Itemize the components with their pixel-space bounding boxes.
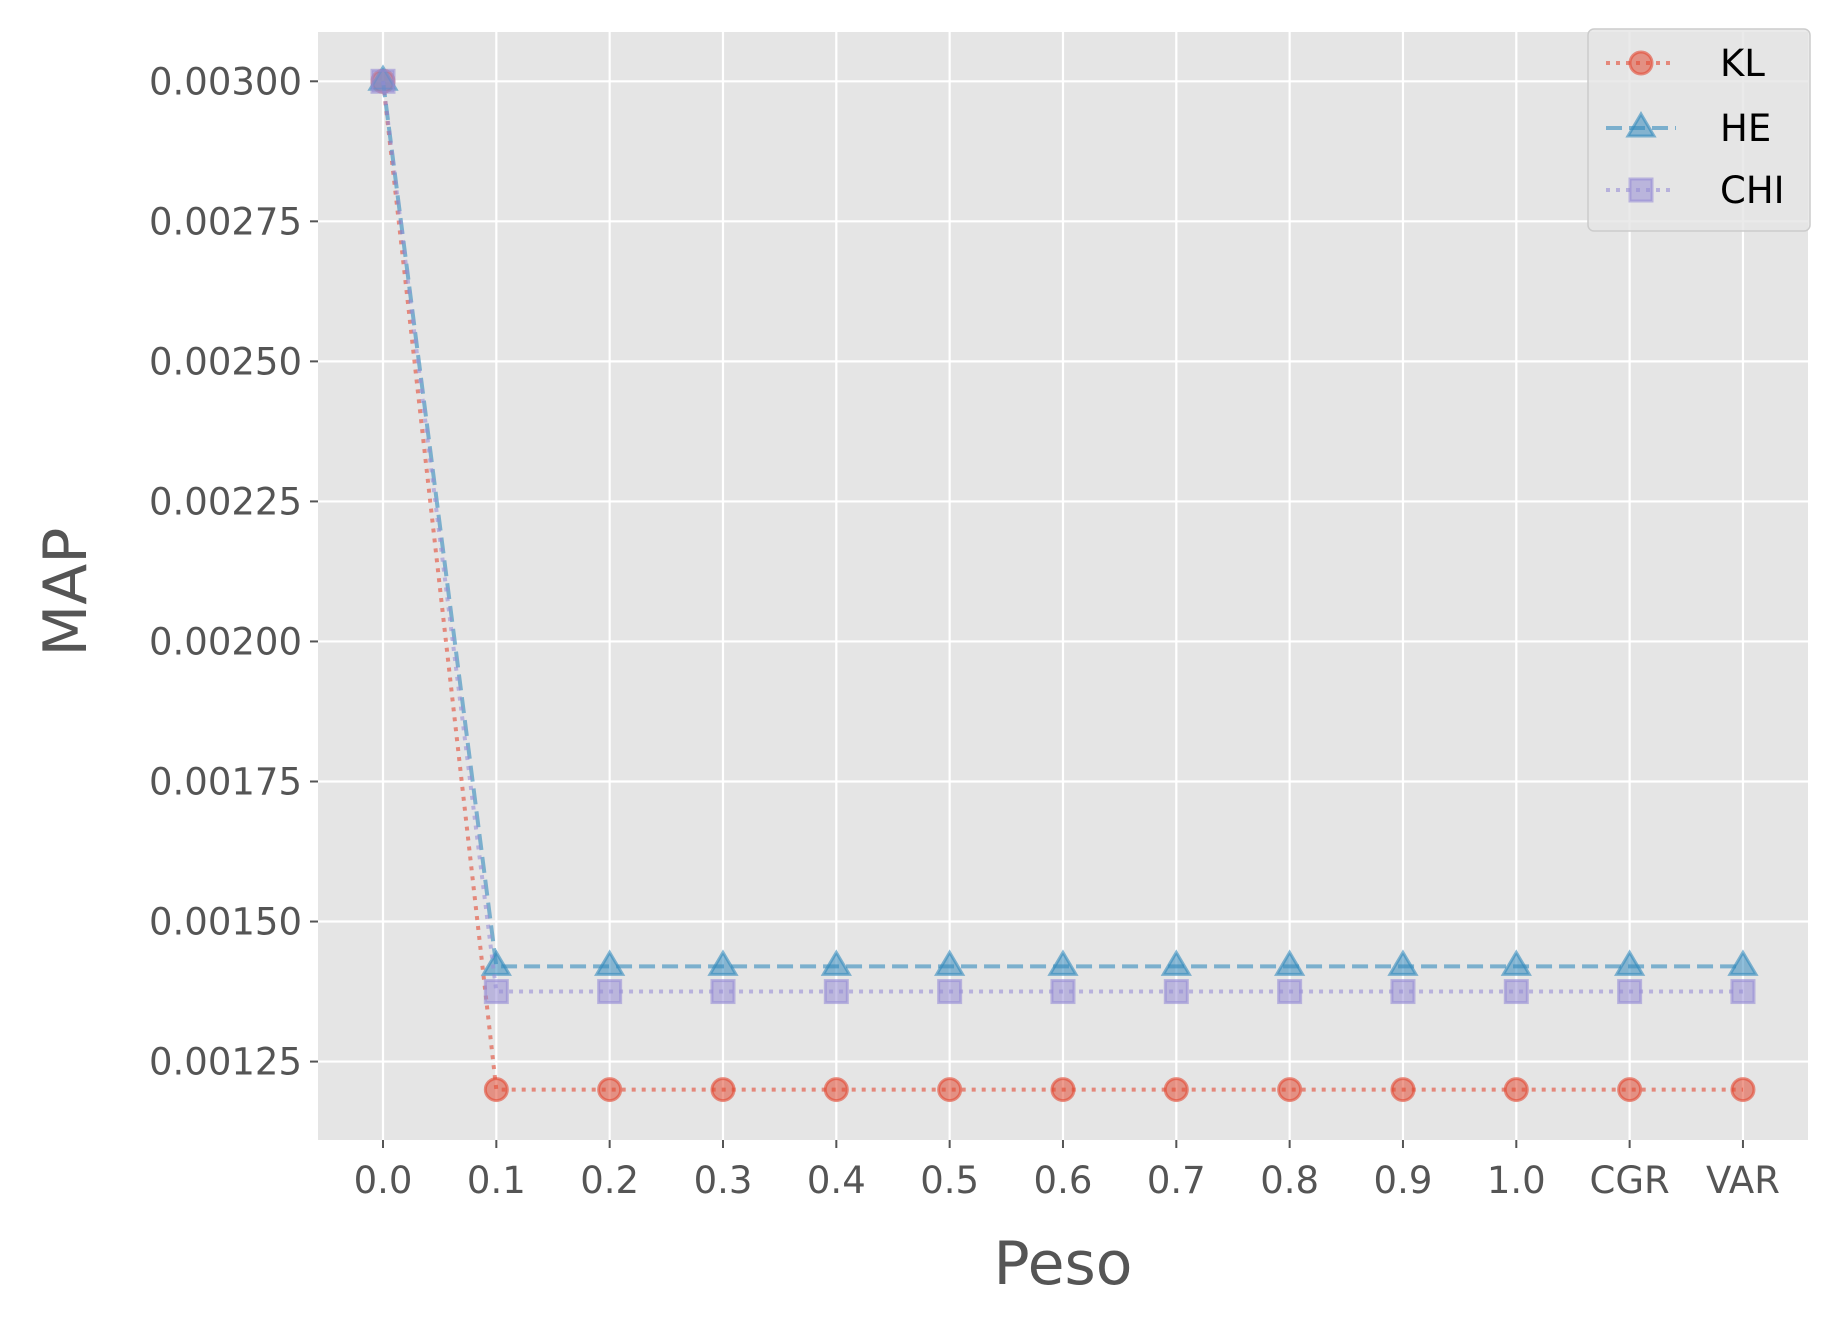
data-point-chi <box>1617 979 1643 1005</box>
data-point-he <box>1387 949 1419 976</box>
x-tick-label: 0.6 <box>1034 1159 1093 1202</box>
y-tick-label: 0.00150 <box>149 901 302 944</box>
series-group <box>367 64 1759 1103</box>
data-point-chi <box>1503 979 1529 1005</box>
data-point-kl <box>1163 1077 1189 1103</box>
data-point-chi <box>1163 979 1189 1005</box>
x-tick-label: 0.3 <box>694 1159 753 1202</box>
data-point-kl <box>1277 1077 1303 1103</box>
legend-entry-chi: CHI <box>1606 169 1785 212</box>
x-tick-label: 0.7 <box>1147 1159 1206 1202</box>
x-tick-label: 0.9 <box>1374 1159 1433 1202</box>
data-point-he <box>934 949 966 976</box>
data-point-kl <box>1390 1077 1416 1103</box>
data-point-chi <box>823 979 849 1005</box>
data-point-chi <box>370 68 396 94</box>
data-point-kl <box>710 1077 736 1103</box>
data-point-he <box>1500 949 1532 976</box>
x-axis: 0.0 0.1 0.2 0.3 0.4 0.5 0.6 0.7 0.8 0.9 1.0 CGR VAR <box>354 1140 1780 1202</box>
series-chi <box>370 68 1756 1005</box>
data-point-kl <box>483 1077 509 1103</box>
x-tick-label: CGR <box>1590 1159 1670 1202</box>
data-point-kl <box>937 1077 963 1103</box>
data-point-kl <box>1503 1077 1529 1103</box>
series-he <box>367 64 1759 976</box>
y-axis-title: MAP <box>31 528 101 657</box>
legend-marker-he <box>1625 111 1657 138</box>
legend-label-kl: KL <box>1720 42 1765 85</box>
data-point-he <box>707 949 739 976</box>
data-point-kl <box>1730 1077 1756 1103</box>
data-point-kl <box>1050 1077 1076 1103</box>
data-point-he <box>594 949 626 976</box>
x-tick-label: 1.0 <box>1487 1159 1546 1202</box>
y-tick-label: 0.00200 <box>149 620 302 663</box>
y-tick-label: 0.00275 <box>149 200 302 243</box>
data-point-chi <box>1730 979 1756 1005</box>
data-point-kl <box>1617 1077 1643 1103</box>
x-tick-label: VAR <box>1706 1159 1780 1202</box>
data-point-chi <box>710 979 736 1005</box>
legend-label-chi: CHI <box>1720 169 1785 212</box>
data-point-he <box>820 949 852 976</box>
data-point-chi <box>1277 979 1303 1005</box>
y-tick-label: 0.00225 <box>149 480 302 523</box>
x-tick-label: 0.2 <box>580 1159 639 1202</box>
data-point-he <box>480 949 512 976</box>
x-tick-label: 0.1 <box>467 1159 526 1202</box>
x-tick-label: 0.4 <box>807 1159 866 1202</box>
y-tick-label: 0.00300 <box>149 60 302 103</box>
x-tick-label: 0.0 <box>354 1159 413 1202</box>
legend-label-he: HE <box>1720 107 1771 150</box>
data-point-he <box>1727 949 1759 976</box>
data-point-kl <box>597 1077 623 1103</box>
x-tick-label: 0.5 <box>920 1159 979 1202</box>
data-point-he <box>1274 949 1306 976</box>
y-axis: 0.00125 0.00150 0.00175 0.00200 0.00225 0.002… <box>149 60 318 1084</box>
data-point-kl <box>823 1077 849 1103</box>
legend-marker-kl <box>1628 50 1654 76</box>
data-point-he <box>1047 949 1079 976</box>
y-tick-label: 0.00175 <box>149 760 302 803</box>
data-point-chi <box>937 979 963 1005</box>
legend-entry-he: HE <box>1606 107 1771 150</box>
x-tick-label: 0.8 <box>1260 1159 1319 1202</box>
data-point-chi <box>483 979 509 1005</box>
data-point-he <box>1614 949 1646 976</box>
data-point-chi <box>1390 979 1416 1005</box>
data-point-he <box>1160 949 1192 976</box>
y-tick-label: 0.00250 <box>149 340 302 383</box>
data-point-chi <box>1050 979 1076 1005</box>
y-tick-label: 0.00125 <box>149 1041 302 1084</box>
legend: KL HE CHI <box>1587 28 1811 232</box>
legend-marker-chi <box>1628 177 1654 203</box>
x-axis-title: Peso <box>994 1229 1133 1299</box>
legend-entry-kl: KL <box>1606 42 1765 85</box>
data-point-chi <box>597 979 623 1005</box>
